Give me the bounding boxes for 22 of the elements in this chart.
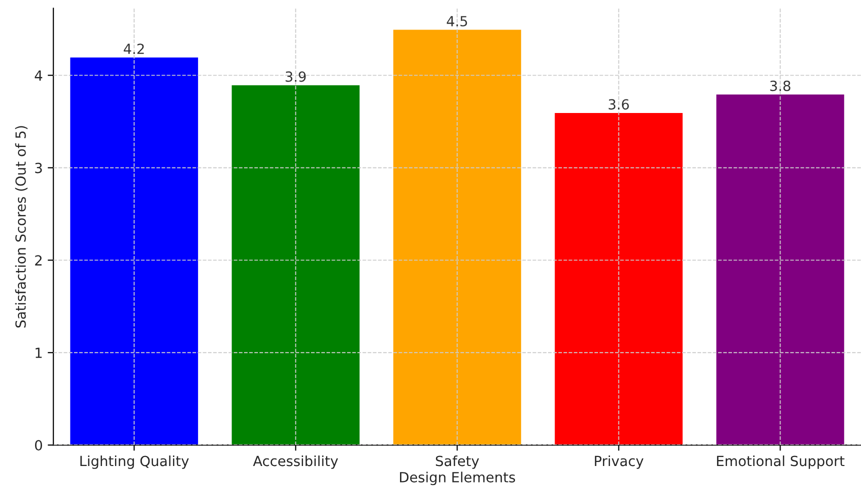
x-tick-label: Privacy	[594, 455, 644, 469]
y-tick-label: 4	[34, 70, 42, 81]
y-axis-title: Satisfaction Scores (Out of 5)	[15, 126, 28, 328]
data-label: 3.9	[286, 71, 306, 82]
data-label: 4.2	[124, 44, 144, 54]
bar	[68, 56, 200, 446]
x-tick-label: Lighting Quality	[80, 455, 189, 469]
data-label: 3.6	[608, 99, 629, 110]
data-label: 3.8	[770, 80, 790, 92]
x-tick-label: Accessibility	[253, 455, 338, 469]
x-tick-label: Safety	[436, 455, 479, 469]
y-tick-label: 3	[35, 162, 42, 174]
data-label: 4.5	[446, 16, 468, 26]
x-axis-title: Design Elements	[400, 472, 516, 486]
y-tick-label: 2	[35, 255, 42, 266]
y-tick-label: 1	[36, 348, 42, 358]
bar	[230, 84, 361, 446]
bar	[714, 93, 846, 446]
y-tick-label: 0	[35, 440, 42, 451]
bar	[392, 28, 522, 446]
x-tick-label: Emotional Support	[717, 455, 844, 469]
bar	[553, 112, 684, 446]
